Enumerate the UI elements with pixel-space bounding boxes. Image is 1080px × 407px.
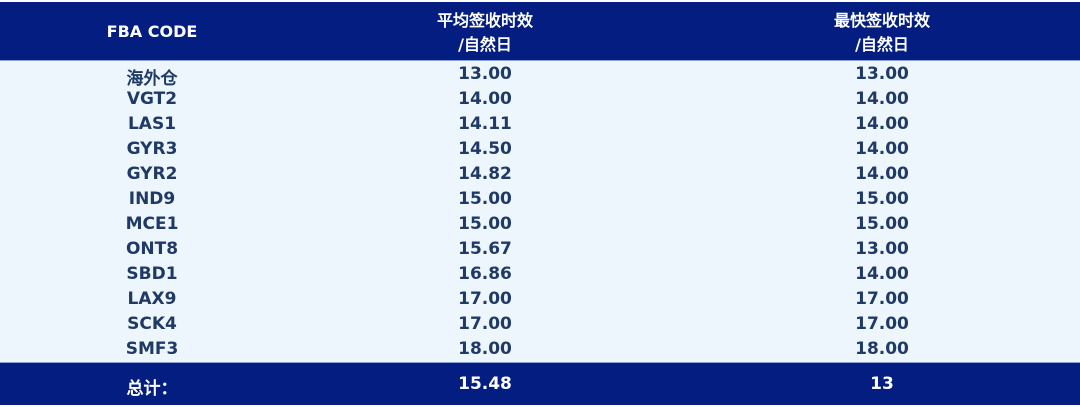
cell-fba-code: GYR2 xyxy=(126,164,178,184)
cell-fastest-days: 13.00 xyxy=(855,64,909,84)
table-row: LAS1 14.11 14.00 xyxy=(0,112,1080,137)
table-row: SBD1 16.86 14.00 xyxy=(0,262,1080,287)
cell-fastest-days: 17.00 xyxy=(855,314,909,334)
cell-fastest-days: 14.00 xyxy=(855,164,909,184)
cell-fastest-days: 14.00 xyxy=(855,89,909,109)
cell-avg-days: 14.00 xyxy=(458,89,512,109)
table-row: SMF3 18.00 18.00 xyxy=(0,337,1080,362)
cell-fba-code: VGT2 xyxy=(126,89,178,109)
header-fba-code: FBA CODE xyxy=(106,22,198,41)
header-fast-line1: 最快签收时效 xyxy=(833,11,931,30)
cell-fastest-days: 14.00 xyxy=(855,114,909,134)
cell-fba-code: SBD1 xyxy=(126,264,178,284)
cell-fba-code: SCK4 xyxy=(127,314,177,334)
cell-fastest-days: 14.00 xyxy=(855,264,909,284)
total-label: 总计： xyxy=(126,379,178,399)
cell-fastest-days: 15.00 xyxy=(855,189,909,209)
cell-avg-days: 17.00 xyxy=(458,289,512,309)
cell-fastest-days: 15.00 xyxy=(855,214,909,234)
table-row: GYR2 14.82 14.00 xyxy=(0,162,1080,187)
table-row: IND9 15.00 15.00 xyxy=(0,187,1080,212)
table-body: 海外仓 13.00 13.00 VGT2 14.00 14.00 LAS1 14.11 14.0… xyxy=(0,61,1080,362)
cell-fastest-days: 17.00 xyxy=(855,289,909,309)
cell-fba-code: 海外仓 xyxy=(126,69,178,89)
table-row: ONT8 15.67 13.00 xyxy=(0,237,1080,262)
table-row: SCK4 17.00 17.00 xyxy=(0,312,1080,337)
header-fastest-delivery: 最快签收时效 /自然日 xyxy=(834,9,930,57)
cell-fastest-days: 13.00 xyxy=(855,239,909,259)
cell-fba-code: LAS1 xyxy=(127,114,177,134)
cell-avg-days: 15.67 xyxy=(458,239,512,259)
cell-avg-days: 14.82 xyxy=(458,164,512,184)
cell-fba-code: SMF3 xyxy=(125,339,179,359)
cell-avg-days: 13.00 xyxy=(458,64,512,84)
total-avg: 15.48 xyxy=(458,374,512,394)
header-avg-line1: 平均签收时效 xyxy=(436,11,534,30)
cell-fba-code: IND9 xyxy=(128,189,176,209)
table-row: LAX9 17.00 17.00 xyxy=(0,287,1080,312)
cell-fastest-days: 14.00 xyxy=(855,139,909,159)
cell-avg-days: 16.86 xyxy=(458,264,512,284)
header-avg-delivery: 平均签收时效 /自然日 xyxy=(437,9,533,57)
table-header: FBA CODE 平均签收时效 /自然日 最快签收时效 /自然日 xyxy=(0,2,1080,61)
cell-fba-code: MCE1 xyxy=(125,214,179,234)
header-fast-line2: /自然日 xyxy=(855,35,909,54)
table-row: GYR3 14.50 14.00 xyxy=(0,137,1080,162)
header-avg-line2: /自然日 xyxy=(458,35,512,54)
cell-avg-days: 17.00 xyxy=(458,314,512,334)
cell-fba-code: LAX9 xyxy=(127,289,177,309)
cell-fba-code: GYR3 xyxy=(126,139,178,159)
cell-avg-days: 14.11 xyxy=(458,114,512,134)
cell-avg-days: 14.50 xyxy=(458,139,512,159)
cell-avg-days: 18.00 xyxy=(458,339,512,359)
cell-avg-days: 15.00 xyxy=(458,214,512,234)
table-footer-total: 总计： 15.48 13 xyxy=(0,362,1080,405)
table-row: VGT2 14.00 14.00 xyxy=(0,87,1080,112)
cell-fba-code: ONT8 xyxy=(125,239,179,259)
cell-fastest-days: 18.00 xyxy=(855,339,909,359)
table-row: 海外仓 13.00 13.00 xyxy=(0,62,1080,89)
cell-avg-days: 15.00 xyxy=(458,189,512,209)
total-fastest: 13 xyxy=(870,374,894,394)
table-row: MCE1 15.00 15.00 xyxy=(0,212,1080,237)
